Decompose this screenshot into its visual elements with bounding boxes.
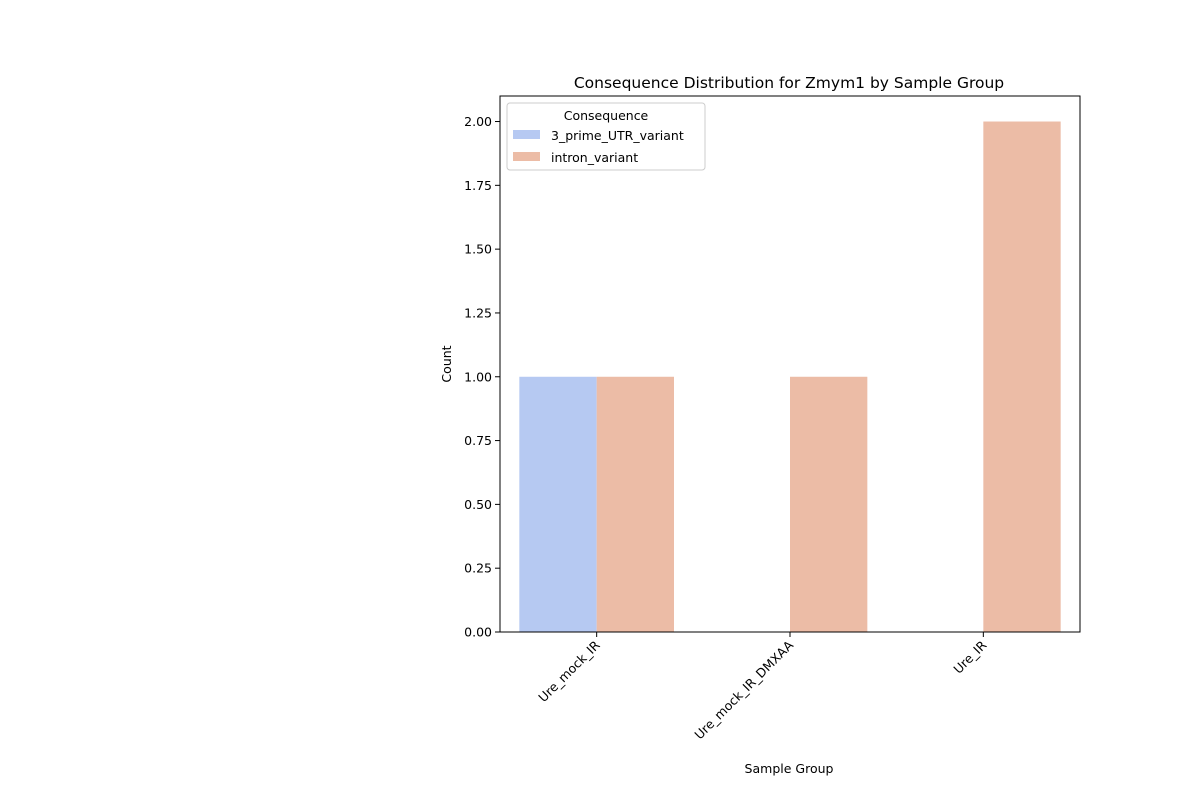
bar-intron-variant-ure-mock-ir <box>596 376 674 632</box>
legend-swatch-3-prime-utr-variant <box>513 130 540 139</box>
y-tick-label: 0.00 <box>464 625 492 640</box>
y-tick-label: 1.00 <box>464 369 492 384</box>
y-tick-label: 2.00 <box>464 114 492 129</box>
y-axis-label: Count <box>439 345 454 382</box>
x-tick-label: Ure_IR <box>950 637 989 676</box>
y-tick-label: 0.25 <box>464 561 492 576</box>
legend-title: Consequence <box>564 108 649 123</box>
y-tick-label: 0.50 <box>464 497 492 512</box>
bar-intron-variant-ure-ir <box>983 121 1061 633</box>
legend-label-3-prime-utr-variant: 3_prime_UTR_variant <box>551 128 684 143</box>
chart-title: Consequence Distribution for Zmym1 by Sa… <box>574 74 1004 92</box>
legend-swatch-intron-variant <box>513 152 540 161</box>
bars-layer <box>519 121 1061 633</box>
bar-3-prime-utr-variant-ure-mock-ir <box>519 376 597 632</box>
bar-intron-variant-ure-mock-ir-dmxaa <box>790 376 868 632</box>
y-tick-label: 1.25 <box>464 305 492 320</box>
legend-frame <box>506 102 706 171</box>
x-axis-label: Sample Group <box>745 761 834 776</box>
y-tick-label: 1.50 <box>464 242 492 257</box>
x-tick-label: Ure_mock_IR_DMXAA <box>691 637 796 742</box>
legend: Consequence 3_prime_UTR_variant intron_v… <box>506 102 706 171</box>
y-tick-label: 0.75 <box>464 433 492 448</box>
y-tick-label: 1.75 <box>464 178 492 193</box>
legend-label-intron-variant: intron_variant <box>551 150 638 165</box>
x-tick-label: Ure_mock_IR <box>535 637 603 705</box>
